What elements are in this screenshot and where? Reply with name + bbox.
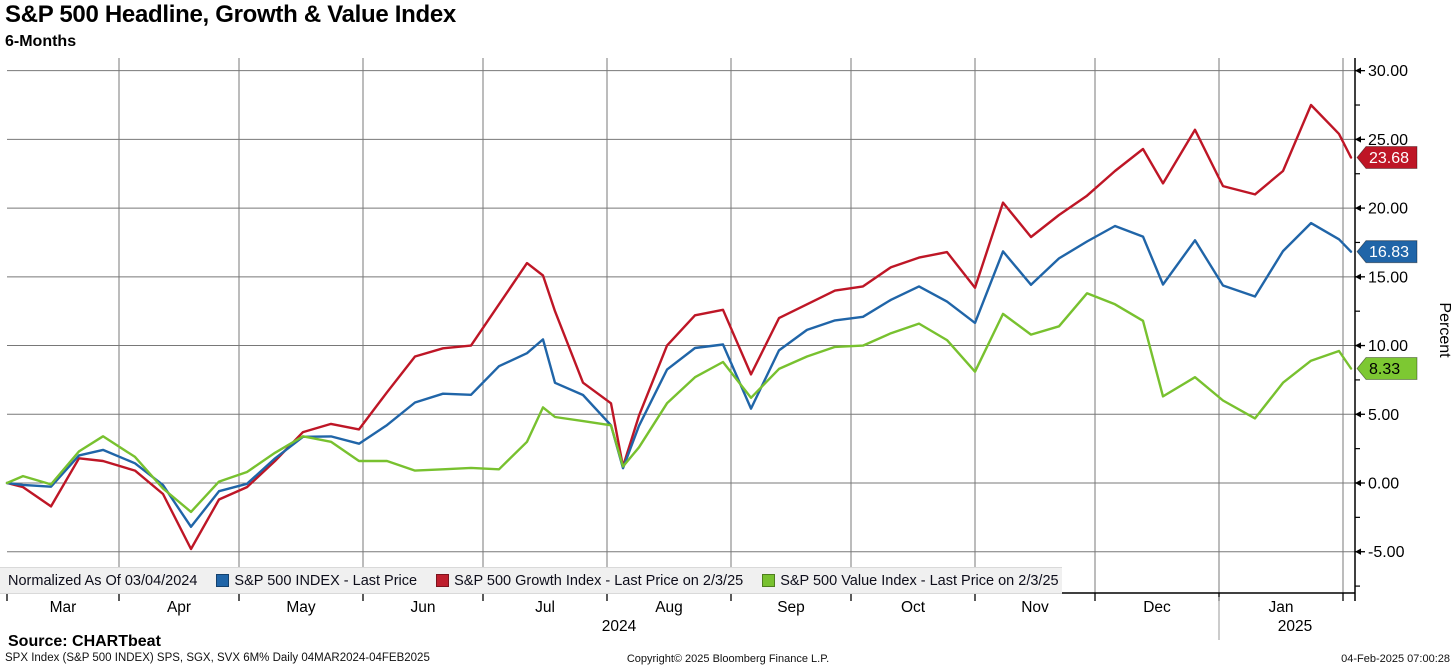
chart-meta-line: SPX Index (S&P 500 INDEX) SPS, SGX, SVX … (5, 652, 430, 664)
x-month-label: Sep (777, 599, 805, 616)
price-line-sp500 (5, 221, 1353, 528)
y-tick-label: 15.00 (1368, 269, 1408, 286)
x-month-label: Dec (1143, 599, 1171, 616)
page-title: S&P 500 Headline, Growth & Value Index (5, 1, 456, 28)
y-tick-arrow (1355, 479, 1361, 487)
y-tick-label: 20.00 (1368, 201, 1408, 218)
x-month-label: Mar (50, 599, 77, 616)
value-swatch-icon (762, 574, 776, 587)
y-tick-label: 0.00 (1368, 476, 1399, 493)
x-month-label: Jun (411, 599, 436, 616)
y-tick-label: 10.00 (1368, 338, 1408, 355)
legend-bar: Normalized As Of 03/04/2024 S&P 500 INDE… (0, 567, 1062, 594)
y-tick-arrow (1355, 548, 1361, 555)
y-tick-label: 30.00 (1368, 63, 1408, 80)
y-tick-arrow (1355, 411, 1361, 418)
legend-item-sp500[interactable]: S&P 500 INDEX - Last Price (216, 573, 417, 589)
legend-normalized-label: Normalized As Of 03/04/2024 (8, 572, 198, 589)
x-year-label: 2025 (1278, 618, 1312, 635)
copyright-label: Copyright© 2025 Bloomberg Finance L.P. (626, 653, 830, 665)
legend-item-label: S&P 500 INDEX - Last Price (234, 572, 418, 589)
y-tick-arrow (1355, 204, 1361, 212)
y-tick-arrow (1355, 136, 1361, 143)
price-tag-value: 23.68 (1369, 150, 1409, 167)
y-tick-arrow (1355, 342, 1361, 349)
x-month-label: Oct (901, 599, 926, 616)
legend-item-label: S&P 500 Growth Index - Last Price on 2/3… (454, 572, 744, 589)
y-tick-arrow (1355, 67, 1361, 74)
timestamp-label: 04-Feb-2025 07:00:28 (1341, 653, 1450, 665)
price-tag-sp500 (1356, 240, 1418, 264)
x-month-label: May (286, 599, 316, 616)
y-tick-arrow (1355, 273, 1361, 281)
x-month-label: Aug (655, 599, 683, 616)
y-tick-label: 5.00 (1368, 407, 1399, 424)
x-month-label: Apr (167, 599, 191, 616)
sp500-swatch-icon (216, 574, 230, 587)
price-line-value (5, 292, 1353, 514)
legend-item-growth[interactable]: S&P 500 Growth Index - Last Price on 2/3… (436, 573, 743, 589)
price-tag-value (1356, 357, 1418, 380)
price-tag-growth (1356, 146, 1418, 169)
y-axis-title: Percent (1436, 302, 1453, 358)
x-month-label: Jul (535, 599, 555, 616)
legend-item-label: S&P 500 Value Index - Last Price on 2/3/… (780, 572, 1059, 589)
x-year-label: 2024 (602, 618, 637, 635)
x-month-label: Nov (1021, 599, 1049, 616)
legend-item-value[interactable]: S&P 500 Value Index - Last Price on 2/3/… (762, 572, 1059, 589)
x-month-label: Jan (1269, 599, 1294, 616)
growth-swatch-icon (436, 574, 450, 587)
page-subtitle: 6-Months (5, 33, 77, 50)
source-label: Source: CHARTbeat (8, 633, 161, 650)
price-tag-value: 8.33 (1369, 361, 1400, 378)
price-tag-value: 16.83 (1369, 244, 1409, 261)
price-line-growth (5, 103, 1353, 551)
y-tick-label: -5.00 (1368, 544, 1405, 561)
y-tick-label: 25.00 (1368, 132, 1408, 149)
